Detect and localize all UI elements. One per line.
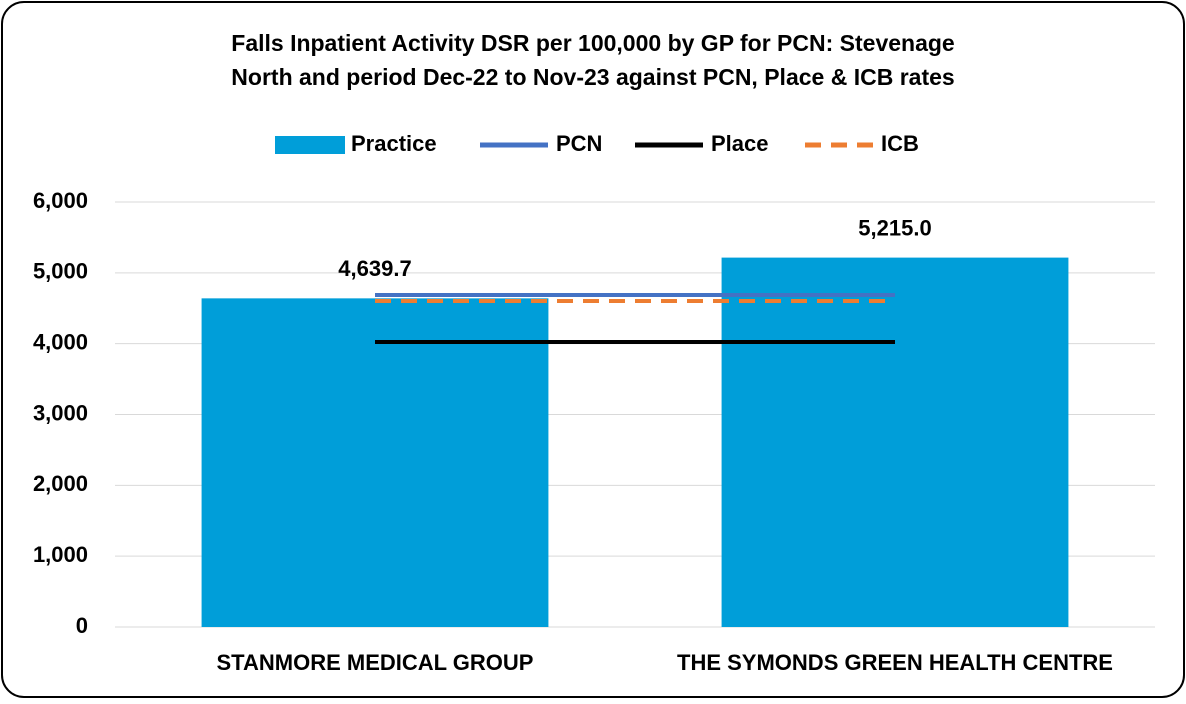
y-tick-label: 5,000 [33,259,88,284]
legend-label: Practice [351,131,437,156]
data-label: 4,639.7 [338,256,411,281]
y-tick-label: 2,000 [33,471,88,496]
legend-label: PCN [556,131,602,156]
y-tick-label: 3,000 [33,400,88,425]
y-tick-label: 1,000 [33,542,88,567]
legend-swatch [275,136,345,154]
data-label: 5,215.0 [858,215,931,240]
bar [721,257,1069,627]
legend-label: ICB [881,131,919,156]
y-tick-label: 4,000 [33,329,88,354]
y-tick-label: 0 [76,613,88,638]
x-tick-label: STANMORE MEDICAL GROUP [217,650,534,675]
chart-title: North and period Dec-22 to Nov-23 agains… [231,64,954,90]
bar [201,298,549,627]
y-tick-label: 6,000 [33,188,88,213]
legend-label: Place [711,131,769,156]
x-tick-label: THE SYMONDS GREEN HEALTH CENTRE [677,650,1113,675]
chart-title: Falls Inpatient Activity DSR per 100,000… [231,30,954,56]
